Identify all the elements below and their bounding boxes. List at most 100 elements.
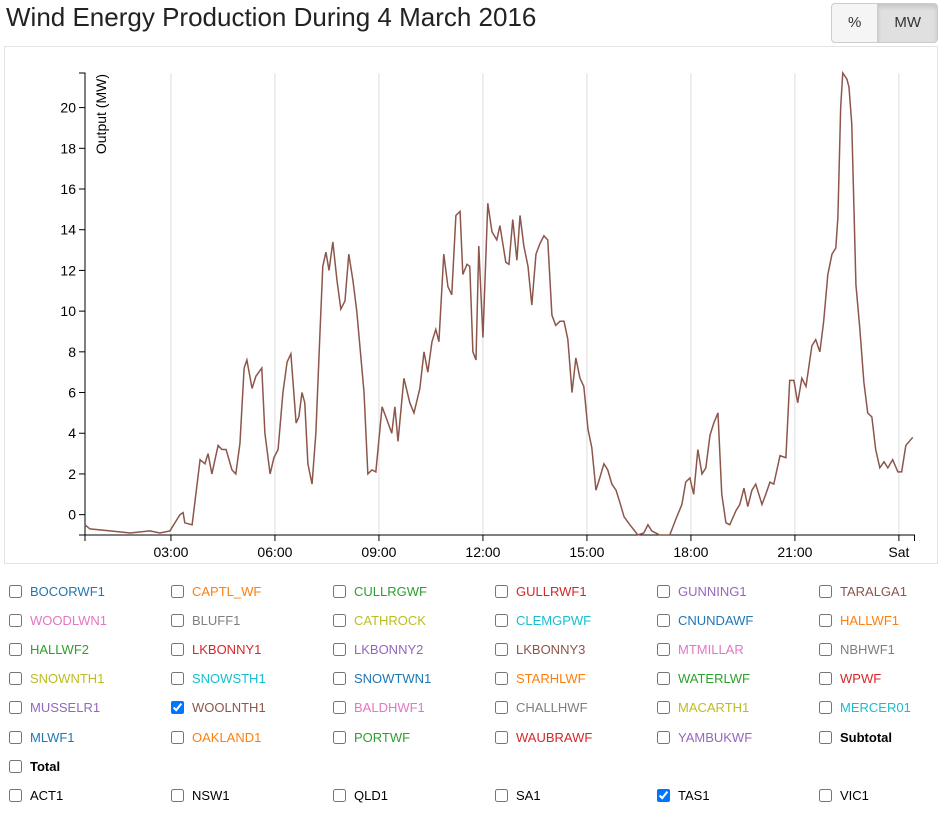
chart: 03:00 06:00 09:00 12:00 15:00 18:00 21:00 Sat 0 2… [60, 70, 915, 560]
checkbox[interactable] [333, 701, 346, 715]
legend-label[interactable]: WPWF [840, 671, 882, 687]
checkbox[interactable] [9, 759, 22, 773]
legend-label[interactable]: MACARTH1 [678, 700, 750, 716]
legend-label[interactable]: Subtotal [840, 729, 892, 745]
legend-label[interactable]: TAS1 [678, 787, 710, 803]
checkbox[interactable] [657, 613, 670, 627]
checkbox[interactable] [495, 613, 508, 627]
legend-label[interactable]: SA1 [516, 787, 541, 803]
unit-button[interactable]: MW [878, 3, 938, 43]
legend-label[interactable]: CNUNDAWF [678, 612, 754, 628]
checkbox[interactable] [495, 701, 508, 715]
legend-label[interactable]: BOCORWF1 [30, 583, 105, 599]
y-tick-label: 4 [68, 425, 76, 441]
legend-label[interactable]: STARHLWF [516, 671, 586, 687]
legend-label[interactable]: BLUFF1 [192, 612, 241, 628]
legend-label[interactable]: GULLRWF1 [516, 583, 587, 599]
legend-label[interactable]: HALLWF1 [840, 612, 899, 628]
legend-label[interactable]: MTMILLAR [678, 641, 744, 657]
checkbox[interactable] [333, 730, 346, 744]
checkbox[interactable] [819, 642, 832, 656]
checkbox[interactable] [495, 730, 508, 744]
legend-label[interactable]: MUSSELR1 [30, 700, 101, 716]
checkbox[interactable] [333, 613, 346, 627]
unit-button[interactable]: % [831, 3, 879, 43]
legend-item: TARALGA1 [819, 581, 907, 601]
legend-label[interactable]: WOODLWN1 [30, 612, 108, 628]
legend-label[interactable]: GUNNING1 [678, 583, 747, 599]
checkbox[interactable] [657, 730, 670, 744]
legend-label[interactable]: Total [30, 758, 61, 774]
legend-label[interactable]: TARALGA1 [840, 583, 907, 599]
legend-label[interactable]: MLWF1 [30, 729, 75, 745]
checkbox[interactable] [819, 730, 832, 744]
checkbox[interactable] [819, 788, 832, 802]
checkbox[interactable] [9, 613, 22, 627]
checkbox[interactable] [657, 672, 670, 686]
y-tick-label: 16 [60, 181, 76, 197]
legend-label[interactable]: ACT1 [30, 787, 64, 803]
y-tick-label: 6 [68, 385, 76, 401]
checkbox[interactable] [9, 788, 22, 802]
legend-label[interactable]: YAMBUKWF [678, 729, 753, 745]
checkbox[interactable] [657, 788, 670, 802]
checkbox[interactable] [9, 642, 22, 656]
legend-label[interactable]: WOOLNTH1 [192, 700, 266, 716]
legend-label[interactable]: WATERLWF [678, 671, 750, 687]
checkbox[interactable] [333, 672, 346, 686]
checkbox[interactable] [495, 788, 508, 802]
checkbox[interactable] [9, 730, 22, 744]
legend-label[interactable]: NBHWF1 [840, 641, 895, 657]
legend-item: MACARTH1 [657, 698, 749, 718]
legend-label[interactable]: LKBONNY1 [192, 641, 262, 657]
legend-label[interactable]: SNOWSTH1 [192, 671, 266, 687]
checkbox[interactable] [9, 584, 22, 598]
legend-label[interactable]: SNOWTWN1 [354, 671, 432, 687]
checkbox[interactable] [171, 584, 184, 598]
checkbox[interactable] [9, 701, 22, 715]
legend-label[interactable]: BALDHWF1 [354, 700, 425, 716]
legend-label[interactable]: CHALLHWF [516, 700, 588, 716]
legend-label[interactable]: NSW1 [192, 787, 230, 803]
checkbox[interactable] [171, 701, 184, 715]
legend-label[interactable]: MERCER01 [840, 700, 911, 716]
checkbox[interactable] [495, 584, 508, 598]
unit-toggle: % MW [831, 3, 938, 43]
legend-label[interactable]: OAKLAND1 [192, 729, 262, 745]
checkbox[interactable] [819, 584, 832, 598]
page-title: Wind Energy Production During 4 March 20… [6, 2, 537, 32]
legend-label[interactable]: QLD1 [354, 787, 388, 803]
legend-label[interactable]: LKBONNY2 [354, 641, 424, 657]
checkbox[interactable] [657, 642, 670, 656]
legend-label[interactable]: LKBONNY3 [516, 641, 586, 657]
legend-label[interactable]: HALLWF2 [30, 641, 89, 657]
legend-item: SNOWNTH1 [9, 669, 104, 689]
checkbox[interactable] [657, 701, 670, 715]
checkbox[interactable] [819, 613, 832, 627]
legend-item: NBHWF1 [819, 639, 895, 659]
checkbox[interactable] [333, 584, 346, 598]
checkbox[interactable] [657, 584, 670, 598]
checkbox[interactable] [171, 613, 184, 627]
legend-item: BOCORWF1 [9, 581, 105, 601]
legend-label[interactable]: PORTWF [354, 729, 411, 745]
checkbox[interactable] [171, 672, 184, 686]
checkbox[interactable] [495, 672, 508, 686]
legend-label[interactable]: SNOWNTH1 [30, 671, 105, 687]
legend-label[interactable]: CLEMGPWF [516, 612, 592, 628]
legend-item: SNOWSTH1 [171, 669, 266, 689]
checkbox[interactable] [171, 730, 184, 744]
checkbox[interactable] [333, 788, 346, 802]
legend-label[interactable]: VIC1 [840, 787, 869, 803]
legend-label[interactable]: WAUBRAWF [516, 729, 593, 745]
legend-label[interactable]: CULLRGWF [354, 583, 427, 599]
legend-label[interactable]: CATHROCK [354, 612, 426, 628]
legend-label[interactable]: CAPTL_WF [192, 583, 262, 599]
checkbox[interactable] [171, 788, 184, 802]
checkbox[interactable] [819, 701, 832, 715]
checkbox[interactable] [9, 672, 22, 686]
checkbox[interactable] [495, 642, 508, 656]
checkbox[interactable] [171, 642, 184, 656]
checkbox[interactable] [333, 642, 346, 656]
checkbox[interactable] [819, 672, 832, 686]
